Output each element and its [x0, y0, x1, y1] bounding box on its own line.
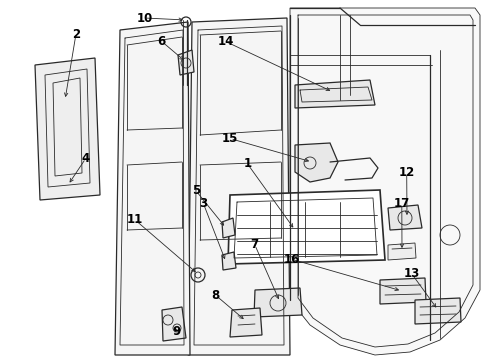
Text: 1: 1: [244, 157, 251, 170]
Text: 11: 11: [126, 213, 143, 226]
Polygon shape: [162, 307, 186, 341]
Polygon shape: [35, 58, 100, 200]
Polygon shape: [230, 308, 262, 337]
Text: 16: 16: [283, 253, 300, 266]
Text: 5: 5: [192, 184, 200, 197]
Text: 14: 14: [217, 35, 234, 48]
Text: 10: 10: [136, 12, 153, 24]
Polygon shape: [388, 243, 416, 260]
Text: 6: 6: [158, 35, 166, 48]
Polygon shape: [254, 288, 302, 317]
Polygon shape: [388, 205, 422, 230]
Polygon shape: [222, 252, 236, 270]
Text: 2: 2: [72, 28, 80, 41]
Text: 17: 17: [393, 197, 410, 210]
Polygon shape: [188, 18, 290, 355]
Text: 13: 13: [403, 267, 420, 280]
Polygon shape: [415, 298, 461, 324]
Text: 8: 8: [212, 289, 220, 302]
Text: 4: 4: [82, 152, 90, 165]
Polygon shape: [115, 22, 190, 355]
Text: 7: 7: [251, 238, 259, 251]
Text: 3: 3: [199, 197, 207, 210]
Polygon shape: [222, 218, 235, 238]
Polygon shape: [228, 190, 385, 264]
Polygon shape: [178, 50, 194, 75]
Text: 9: 9: [172, 325, 180, 338]
Polygon shape: [295, 143, 338, 182]
Polygon shape: [380, 278, 426, 304]
Polygon shape: [290, 8, 480, 355]
Polygon shape: [295, 80, 375, 108]
Text: 12: 12: [398, 166, 415, 179]
Text: 15: 15: [222, 132, 239, 145]
